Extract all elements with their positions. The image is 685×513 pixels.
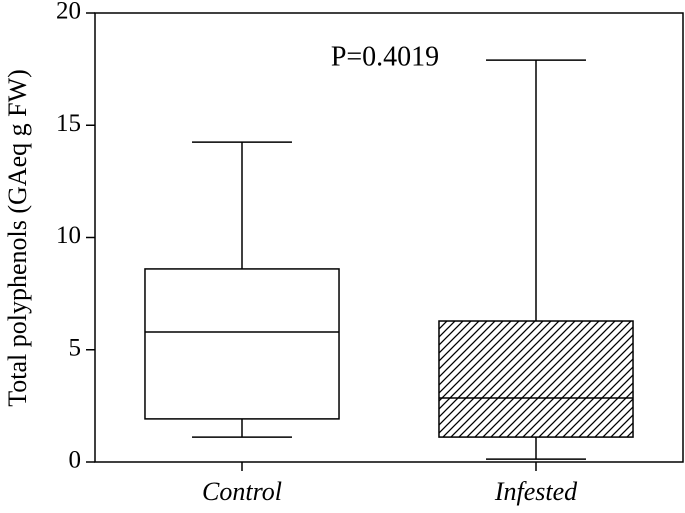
y-tick-label: 20: [56, 0, 81, 25]
y-tick-label: 0: [69, 447, 82, 474]
x-tick-label: Control: [202, 477, 282, 506]
annotation: P=0.4019: [331, 41, 439, 72]
y-tick-label: 5: [69, 334, 82, 361]
box: [144, 268, 340, 420]
box: [438, 320, 634, 438]
y-tick-label: 15: [56, 110, 81, 137]
x-tick-label: Infested: [494, 477, 578, 506]
y-tick-label: 10: [56, 222, 81, 249]
y-axis-label: Total polyphenols (GAeq g FW): [3, 69, 32, 407]
